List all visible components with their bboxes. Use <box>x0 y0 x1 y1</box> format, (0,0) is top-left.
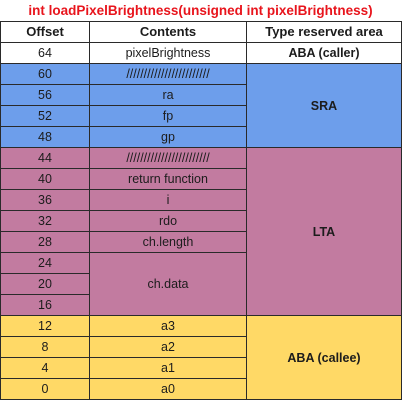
table-row: 64 pixelBrightness ABA (caller) <box>0 42 402 64</box>
offset-cell: 4 <box>0 357 90 379</box>
function-title: int loadPixelBrightness(unsigned int pix… <box>28 3 373 18</box>
area-aba-caller: ABA (caller) <box>246 42 402 64</box>
offset-cell: 32 <box>0 210 90 232</box>
table-row: 44 //////////////////////// LTA <box>0 147 402 316</box>
offset-cell: 48 <box>0 126 90 148</box>
offset-cell: 28 <box>0 231 90 253</box>
offset-cell: 44 <box>0 147 90 169</box>
contents-cell: a1 <box>89 357 247 379</box>
offset-cell: 52 <box>0 105 90 127</box>
offset-cell: 60 <box>0 63 90 85</box>
contents-cell: a2 <box>89 336 247 358</box>
contents-cell: return function <box>89 168 247 190</box>
offset-cell: 36 <box>0 189 90 211</box>
contents-cell: //////////////////////// <box>89 147 247 169</box>
header-offset: Offset <box>0 21 90 43</box>
offset-cell: 24 <box>0 252 90 274</box>
offset-cell: 40 <box>0 168 90 190</box>
contents-cell: i <box>89 189 247 211</box>
offset-cell: 56 <box>0 84 90 106</box>
contents-cell: //////////////////////// <box>89 63 247 85</box>
contents-cell: a0 <box>89 378 247 400</box>
contents-cell: fp <box>89 105 247 127</box>
contents-cell: pixelBrightness <box>89 42 247 64</box>
header-row: Offset Contents Type reserved area <box>0 21 402 43</box>
table-row: 60 //////////////////////// SRA <box>0 63 402 148</box>
area-lta: LTA <box>246 147 402 316</box>
offset-cell: 0 <box>0 378 90 400</box>
header-area: Type reserved area <box>246 21 402 43</box>
offset-cell: 12 <box>0 315 90 337</box>
contents-cell: a3 <box>89 315 247 337</box>
contents-cell: ch.length <box>89 231 247 253</box>
offset-cell: 16 <box>0 294 90 316</box>
contents-cell: ra <box>89 84 247 106</box>
contents-cell: gp <box>89 126 247 148</box>
area-aba-callee: ABA (callee) <box>246 315 402 400</box>
stack-frame-table: Offset Contents Type reserved area 64 pi… <box>0 21 402 400</box>
offset-cell: 8 <box>0 336 90 358</box>
offset-cell: 64 <box>0 42 90 64</box>
header-contents: Contents <box>89 21 247 43</box>
contents-cell-ch-data: ch.data <box>89 252 247 316</box>
table-row: 12 a3 ABA (callee) <box>0 315 402 400</box>
contents-cell: rdo <box>89 210 247 232</box>
area-sra: SRA <box>246 63 402 148</box>
offset-cell: 20 <box>0 273 90 295</box>
